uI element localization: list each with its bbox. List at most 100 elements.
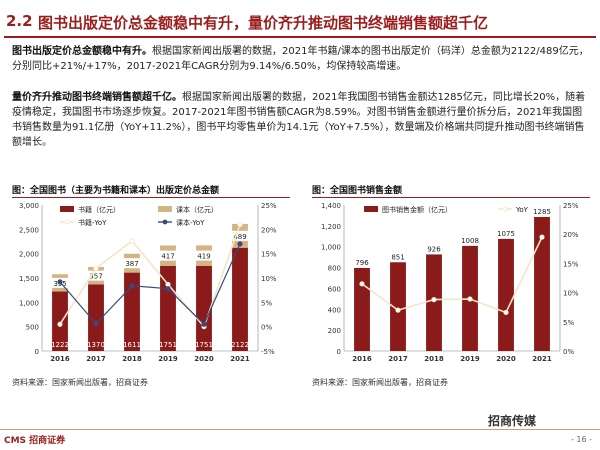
chart2-svg: 0 200 400 600 800 1,000 1,200 1,400 0% 5% 10% 15% 20…	[321, 202, 579, 363]
y-tick-label: 1,000	[19, 299, 39, 307]
x-tick-label: 2020	[496, 355, 516, 363]
series-point	[237, 221, 243, 228]
y2-tick-label: 25%	[563, 202, 579, 210]
y2-tick-label: -5%	[261, 348, 275, 356]
title-divider	[4, 36, 596, 38]
series-point	[467, 296, 473, 302]
x-tick-label: 2016	[352, 355, 372, 363]
chart2-title: 图：全国图书销售金额	[312, 186, 403, 196]
series-point	[201, 321, 207, 327]
page-number: - 16 -	[570, 435, 592, 444]
y-tick-label: 2,500	[19, 226, 39, 234]
bar-primary	[52, 291, 68, 351]
bar-value-label: 926	[427, 245, 441, 253]
x-tick-label: 2021	[230, 355, 250, 363]
legend-label: YoY	[515, 206, 529, 214]
series-point	[129, 283, 135, 289]
bar-primary	[390, 262, 406, 351]
series-point	[93, 321, 99, 327]
bar-label-bg	[231, 230, 249, 241]
y-tick-label: 400	[328, 306, 341, 314]
watermark: 招商传媒	[488, 414, 537, 428]
bar-value-label: 489	[233, 233, 246, 241]
legend-label: 课本-YoY	[176, 218, 205, 227]
y2-tick-label: 0%	[563, 348, 574, 356]
series-point	[57, 279, 63, 285]
legend-swatch	[60, 206, 74, 212]
footer-logo: CMS 招商证券	[4, 436, 66, 446]
bar-label-bg	[159, 250, 177, 261]
series-point	[57, 321, 63, 327]
x-tick-label: 2019	[460, 355, 480, 363]
bar-label-bg	[123, 258, 141, 269]
bar-primary	[124, 272, 140, 351]
series-point	[129, 238, 135, 244]
y-tick-label: 600	[328, 285, 341, 293]
x-tick-label: 2017	[86, 355, 106, 363]
source-note-1: 资料来源：国家新闻出版署，招商证券	[12, 378, 148, 387]
y2-tick-label: 10%	[563, 290, 579, 298]
series-line-2	[59, 243, 241, 326]
legend-marker	[64, 219, 70, 225]
legend-swatch	[158, 206, 172, 212]
y2-tick-label: 15%	[563, 260, 579, 268]
legend-label: 书籍-YoY	[78, 218, 107, 227]
bar-value-label: 851	[391, 253, 404, 261]
series-line-1	[361, 236, 543, 314]
bar-primary	[498, 238, 514, 351]
paragraph-2: 量价齐升推动图书终端销售额超千亿。根据国家新闻出版署的数据，2021年我国图书销…	[12, 90, 592, 150]
y2-tick-label: 20%	[563, 231, 579, 239]
bar-primary	[160, 265, 176, 351]
legend-marker	[502, 206, 508, 212]
y-tick-label: 1,200	[321, 223, 341, 231]
y2-tick-label: 5%	[261, 299, 272, 307]
legend-marker	[162, 219, 168, 225]
paragraph-2-lead: 量价齐升推动图书终端销售额超千亿。	[12, 92, 182, 103]
y2-tick-label: 20%	[261, 226, 277, 234]
paragraph-1: 图书出版定价总金额稳中有升。根据国家新闻出版署的数据，2021年书籍/课本的图书…	[12, 44, 592, 74]
bar-value-label: 1008	[461, 237, 479, 245]
paragraph-1-lead: 图书出版定价总金额稳中有升。	[12, 46, 152, 57]
y2-tick-label: 25%	[261, 202, 277, 210]
series-point	[359, 281, 365, 287]
section-title: 图书出版定价总金额稳中有升，量价齐升推动图书终端销售额超千亿	[38, 14, 489, 32]
x-tick-label: 2017	[388, 355, 408, 363]
series-point	[431, 297, 437, 303]
bar-value-label: 1222	[51, 341, 69, 349]
y-tick-label: 1,500	[19, 275, 39, 283]
bar-primary	[426, 254, 442, 351]
bar-value-label: 1611	[123, 341, 141, 349]
legend-swatch	[364, 206, 378, 212]
y-tick-label: 0	[337, 348, 341, 356]
x-tick-label: 2019	[158, 355, 178, 363]
bar-primary	[534, 216, 550, 351]
y-tick-label: 1,000	[321, 244, 341, 252]
bar-label-bg	[195, 250, 213, 261]
bar-primary	[88, 284, 104, 351]
x-tick-label: 2020	[194, 355, 214, 363]
paragraph-2-body: 根据国家新闻出版署的数据，2021年我国图书销售金额达1285亿元，同比增长20…	[12, 92, 586, 148]
bar-value-label: 1285	[533, 208, 551, 216]
y2-tick-label: 0%	[261, 324, 272, 332]
bar-value-label: 1751	[195, 341, 213, 349]
series-point	[395, 307, 401, 313]
footer-divider	[0, 429, 600, 430]
series-point	[539, 234, 545, 240]
series-point	[165, 286, 171, 292]
y-tick-label: 1,400	[321, 202, 341, 210]
bar-label-bg	[87, 270, 105, 281]
x-tick-label: 2016	[50, 355, 70, 363]
bar-value-label: 357	[89, 273, 102, 281]
y2-tick-label: 5%	[563, 319, 574, 327]
paragraph-1-body: 根据国家新闻出版署的数据，2021年书籍/课本的图书出版定价（码洋）总金额为21…	[12, 46, 589, 72]
bar-value-label: 1751	[159, 341, 177, 349]
x-tick-label: 2021	[532, 355, 552, 363]
y-tick-label: 200	[328, 327, 341, 335]
source-note-2: 资料来源：国家新闻出版署，招商证券	[312, 378, 448, 387]
bar-primary	[232, 247, 248, 351]
section-header: 2.2 图书出版定价总金额稳中有升，量价齐升推动图书终端销售额超千亿	[0, 10, 600, 36]
bar-value-label: 419	[197, 253, 210, 261]
chart1-title-rule	[12, 197, 290, 198]
bar-primary	[354, 267, 370, 351]
series-point	[237, 241, 243, 247]
